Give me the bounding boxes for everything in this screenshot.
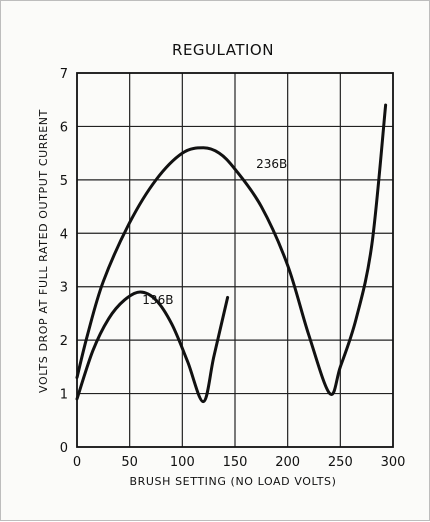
y-tick-label-5: 5	[60, 174, 68, 189]
series-label-136B: 136B	[142, 293, 173, 307]
y-tick-label-2: 2	[60, 334, 68, 349]
y-tick-label-0: 0	[60, 441, 68, 456]
chart-title: REGULATION	[172, 41, 274, 59]
x-tick-label-5: 250	[328, 455, 353, 470]
x-tick-label-2: 100	[170, 455, 195, 470]
x-tick-label-4: 200	[275, 455, 300, 470]
x-axis-ticks: 0 50 100 150 200 250 300	[73, 455, 406, 470]
x-tick-label-1: 50	[121, 455, 138, 470]
y-axis-label: VOLTS DROP AT FULL RATED OUTPUT CURRENT	[37, 109, 50, 393]
series-label-236B: 236B	[256, 157, 287, 171]
x-tick-label-0: 0	[73, 455, 81, 470]
series-line-136B	[75, 290, 230, 404]
series-line-236B	[75, 103, 388, 396]
plot-area	[76, 72, 394, 448]
series-group: 236B 136B	[75, 103, 388, 404]
grid-lines	[77, 73, 393, 447]
x-tick-label-3: 150	[223, 455, 248, 470]
y-tick-label-7: 7	[60, 67, 68, 82]
y-tick-label-6: 6	[60, 120, 68, 135]
y-tick-label-3: 3	[60, 281, 68, 296]
x-axis-label: BRUSH SETTING (NO LOAD VOLTS)	[129, 475, 336, 488]
y-tick-label-4: 4	[60, 227, 68, 242]
x-tick-label-6: 300	[381, 455, 406, 470]
y-tick-label-1: 1	[60, 388, 68, 403]
y-axis-ticks: 0 1 2 3 4 5 6 7	[60, 67, 68, 456]
